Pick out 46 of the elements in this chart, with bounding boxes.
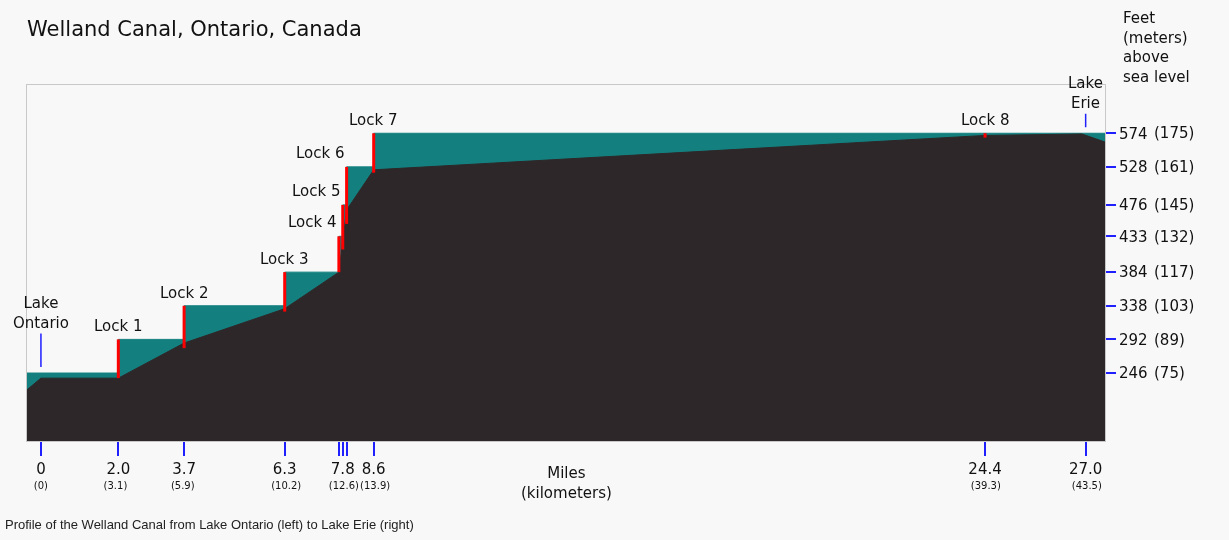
x-axis-title: Miles (kilometers) [521, 464, 612, 502]
annotation: Lake Erie [1068, 74, 1103, 112]
y-tick-label: 292 [1119, 330, 1148, 349]
y-tick-label: 574 [1119, 124, 1148, 143]
y-tick-label: 246 [1119, 364, 1148, 383]
y-tick-label: 338 [1119, 297, 1148, 316]
annotation: Lock 6 [296, 144, 345, 162]
annotation: Lock 8 [961, 111, 1010, 129]
y-tick-label: 528 [1119, 158, 1148, 177]
annotation: Lock 1 [94, 317, 143, 335]
x2-tick-label: (10.2) [271, 480, 302, 491]
text: Profile of the Welland Canal from Lake Ontario (left) to Lake Erie (right) [5, 517, 414, 532]
y2-tick-label: (89) [1154, 330, 1185, 349]
y2-tick-label: (75) [1154, 364, 1185, 383]
y2-tick-label: (103) [1154, 297, 1195, 316]
y-tick-label: 384 [1119, 263, 1148, 282]
x-tick-label: 3.7 [172, 460, 197, 478]
x2-tick-label: (39.3) [970, 480, 1001, 491]
x-tick-label: 8.6 [361, 460, 386, 478]
y-tick-label: 433 [1119, 227, 1148, 246]
annotation: Lock 2 [160, 284, 209, 302]
x-tick-label: 0 [36, 460, 46, 478]
annotation: Lake Ontario [13, 294, 69, 332]
y2-tick-label: (117) [1154, 263, 1195, 282]
annotation: Lock 3 [260, 250, 309, 268]
x-tick-label: 2.0 [106, 460, 131, 478]
x2-tick-label: (13.9) [360, 480, 391, 491]
x2-tick-label: (43.5) [1071, 480, 1102, 491]
x2-tick-label: (0) [33, 480, 49, 491]
y2-tick-label: (145) [1154, 196, 1195, 215]
x-tick-label: 24.4 [968, 460, 1002, 478]
y-tick-label: 476 [1119, 196, 1148, 215]
chart-title: Welland Canal, Ontario, Canada [27, 17, 362, 42]
x2-tick-label: (5.9) [170, 480, 195, 491]
y2-axis-title: Feet (meters) above sea level [1123, 9, 1190, 86]
x-tick-label: 27.0 [1068, 460, 1103, 478]
x-tick-label: 7.8 [330, 460, 355, 478]
x2-tick-label: (12.6) [328, 480, 359, 491]
x2-tick-label: (3.1) [103, 480, 128, 491]
annotation: Lock 5 [292, 182, 341, 200]
x-tick-label: 6.3 [272, 460, 297, 478]
y2-tick-label: (161) [1154, 157, 1195, 176]
annotation: Lock 4 [288, 213, 337, 231]
annotation: Lock 7 [349, 111, 398, 129]
y2-tick-label: (175) [1154, 124, 1195, 143]
y2-tick-label: (132) [1154, 227, 1195, 246]
